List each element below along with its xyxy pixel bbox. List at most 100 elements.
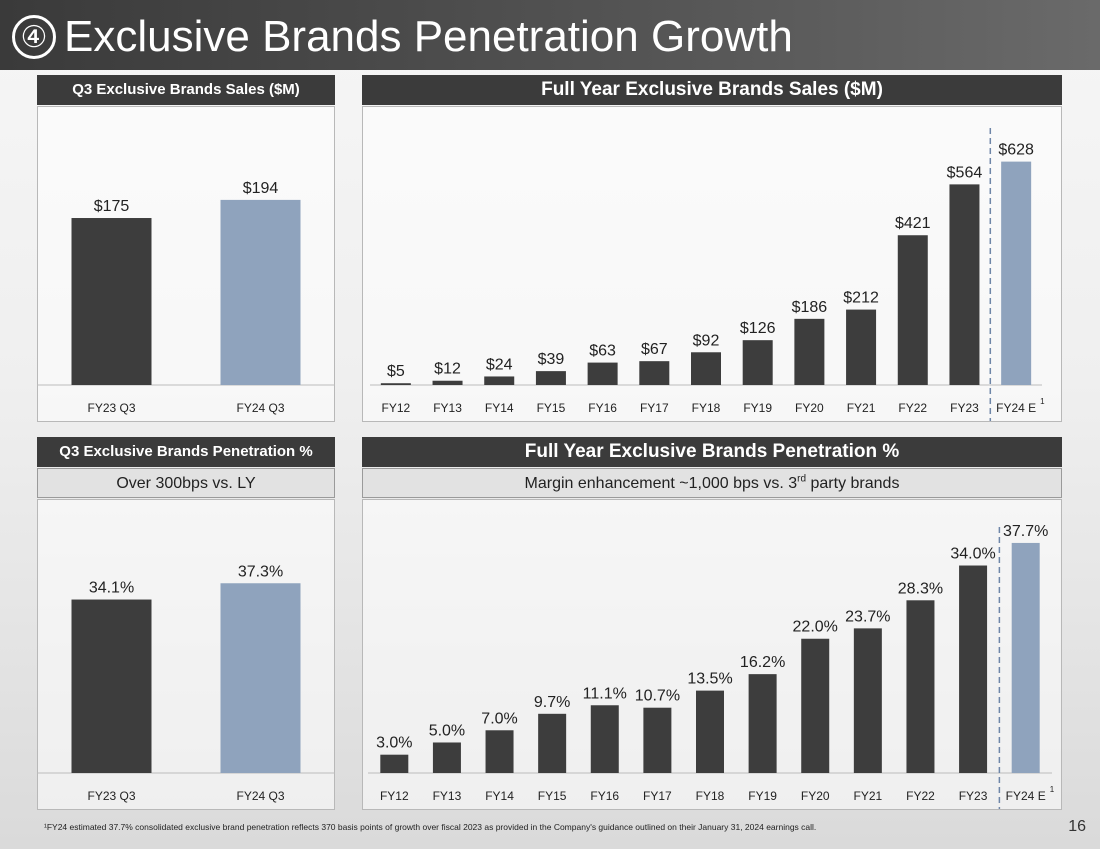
bar-fy22 [906,600,935,773]
data-label: $628 [998,142,1034,159]
data-label: 37.3% [238,563,283,580]
bar-fy12 [380,754,409,773]
x-tick-label: FY12 [382,401,411,415]
data-label: $63 [589,343,616,360]
x-tick-label: FY21 [854,789,883,803]
page-number: 16 [1068,818,1086,835]
x-tick-label: FY23 [959,789,988,803]
data-label: 13.5% [687,671,732,688]
data-label: 22.0% [793,619,838,636]
bar-fy18 [691,352,721,385]
x-tick-label: FY18 [692,401,721,415]
footnote: ¹FY24 estimated 37.7% consolidated exclu… [44,822,817,832]
data-label: $175 [94,198,130,215]
x-tick-label: FY16 [590,789,619,803]
data-label: 7.0% [481,710,517,727]
data-label: $564 [947,164,983,181]
x-tick-label: FY24 E [1006,789,1046,803]
page-title: ④ Exclusive Brands Penetration Growth [12,8,793,66]
data-label: 37.7% [1003,523,1048,540]
bar-fy19 [742,340,773,385]
data-label: 16.2% [740,654,785,671]
section-number-badge: ④ [12,15,56,59]
x-tick-label: FY17 [640,401,669,415]
x-tick-label: FY12 [380,789,409,803]
fy-penetration-panel-title: Full Year Exclusive Brands Penetration % [362,437,1062,467]
bar-fy20 [801,638,830,773]
x-tick-label: FY22 [906,789,935,803]
data-label: $24 [486,356,513,373]
bar-fy23 [959,565,988,773]
q3-sales-panel-title: Q3 Exclusive Brands Sales ($M) [37,75,335,105]
x-tick-label: FY19 [743,401,772,415]
x-tick-label: FY14 [485,401,514,415]
footnote-marker: 1 [1040,397,1045,406]
fy-penetration-subtitle-post: party brands [806,475,900,492]
data-label: $67 [641,341,668,358]
q3-penetration-subtitle: Over 300bps vs. LY [37,468,335,498]
data-label: 23.7% [845,608,890,625]
data-label: 28.3% [898,580,943,597]
fy-penetration-subtitle-pre: Margin enhancement ~1,000 bps vs. 3 [524,475,798,492]
fy-penetration-chart: 3.0% FY12 5.0% FY13 7.0% FY14 9.7% FY15 11.1% FY1… [368,523,1055,809]
x-tick-label: FY24 Q3 [236,789,284,803]
x-tick-label: FY24 Q3 [236,401,284,415]
x-tick-label: FY15 [537,401,566,415]
bar-fy15 [538,713,567,773]
x-tick-label: FY16 [588,401,617,415]
bar-fy14 [485,730,514,773]
x-tick-label: FY17 [643,789,672,803]
bar-fy19 [748,674,777,773]
x-tick-label: FY19 [748,789,777,803]
bar-fy23 [949,184,980,385]
bar-fy16 [587,362,618,385]
data-label: 5.0% [429,722,465,739]
bar-fy21 [846,309,877,385]
fy-penetration-subtitle: Margin enhancement ~1,000 bps vs. 3rd pa… [362,468,1062,498]
bar-fy22 [897,235,928,385]
bar-fy14 [484,376,515,385]
data-label: $186 [792,299,828,316]
x-tick-label: FY23 [950,401,979,415]
bar-fy12 [380,383,411,385]
fy-sales-panel-title: Full Year Exclusive Brands Sales ($M) [362,75,1062,105]
data-label: 34.0% [950,546,995,563]
bar-fy17 [643,707,672,773]
data-label: $212 [843,290,879,307]
data-label: $5 [387,363,405,380]
data-label: $39 [538,351,565,368]
data-label: $92 [693,332,720,349]
x-tick-label: FY24 E [996,401,1036,415]
footnote-marker: 1 [1050,785,1055,794]
data-label: 3.0% [376,735,412,752]
fy-sales-chart: $5 FY12 $12 FY13 $24 FY14 $39 FY15 $63 FY16 $67 FY1… [370,128,1045,421]
x-tick-label: FY13 [433,401,462,415]
q3-penetration-panel-title: Q3 Exclusive Brands Penetration % [37,437,335,467]
x-tick-label: FY13 [433,789,462,803]
data-label: $12 [434,361,461,378]
bar-fy15 [535,371,566,385]
data-label: 9.7% [534,694,570,711]
q3-penetration-chart: 34.1% FY23 Q3 37.3% FY24 Q3 [37,563,335,803]
bar-fy24-q3 [220,199,301,385]
x-tick-label: FY23 Q3 [87,789,135,803]
q3-sales-chart: $175 FY23 Q3 $194 FY24 Q3 [37,180,335,415]
x-tick-label: FY20 [795,401,824,415]
data-label: $194 [243,180,279,197]
data-label: 34.1% [89,580,134,597]
x-tick-label: FY23 Q3 [87,401,135,415]
bar-fy23-q3 [71,599,152,773]
bar-fy13 [432,742,461,773]
data-label: 11.1% [583,685,627,702]
x-tick-label: FY20 [801,789,830,803]
x-tick-label: FY14 [485,789,514,803]
x-tick-label: FY21 [847,401,876,415]
header-band [0,0,1100,70]
bar-fy16 [590,705,619,773]
x-tick-label: FY15 [538,789,567,803]
x-tick-label: FY18 [696,789,725,803]
bar-fy13 [432,380,463,385]
page-title-text: Exclusive Brands Penetration Growth [64,12,793,61]
bar-fy24-e [1001,161,1032,385]
bar-fy24-q3 [220,583,301,773]
